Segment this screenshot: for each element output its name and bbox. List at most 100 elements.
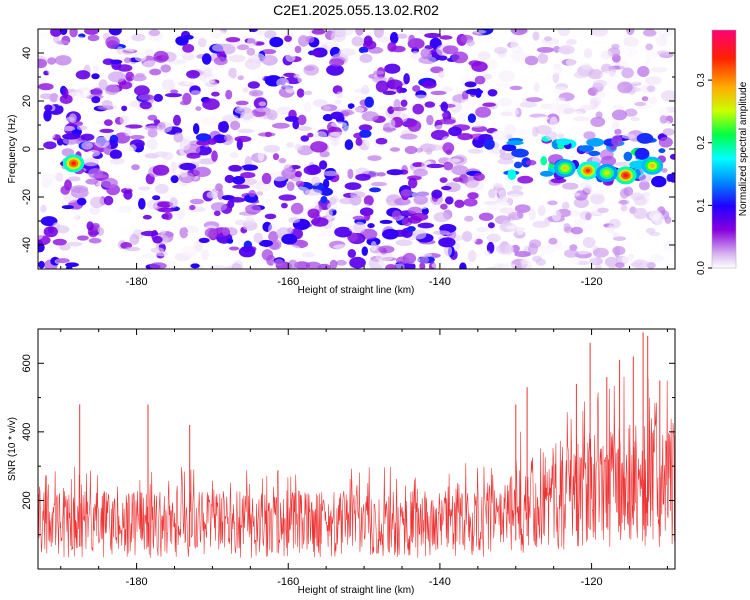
heatmap-blob	[359, 129, 372, 138]
heatmap-blob	[256, 29, 265, 36]
heatmap-blob	[373, 70, 385, 75]
heatmap-blob	[412, 229, 427, 240]
heatmap-blob	[464, 67, 473, 78]
heatmap-blob	[386, 169, 404, 176]
heatmap-blob	[202, 98, 220, 110]
heatmap-blob	[330, 139, 340, 147]
heatmap-blob	[452, 177, 463, 182]
heatmap-blob	[487, 203, 500, 211]
heatmap-blob	[536, 46, 555, 53]
heatmap-blob	[83, 89, 91, 98]
heatmap-blob	[615, 262, 625, 269]
heatmap-blob	[382, 228, 399, 240]
colorbar-tick-label: 0.1	[696, 198, 707, 212]
heatmap-blob	[170, 89, 179, 94]
heatmap-blob	[213, 210, 221, 216]
heatmap-blob	[628, 39, 639, 45]
heatmap-blob	[336, 91, 344, 99]
heatmap-blob	[617, 81, 633, 94]
heatmap-blob	[545, 131, 558, 141]
heatmap-blob	[557, 29, 571, 36]
heatmap-blob	[473, 29, 487, 34]
heatmap-blob	[474, 75, 486, 85]
heatmap-blob	[226, 238, 234, 244]
heatmap-blob	[294, 261, 311, 269]
heatmap-blob	[544, 36, 552, 42]
heatmap-blob	[631, 259, 649, 269]
heatmap-blob	[419, 256, 430, 264]
heatmap-blob	[147, 199, 159, 210]
heatmap-blob	[272, 153, 280, 161]
heatmap-blob	[41, 173, 56, 182]
heatmap-blob	[193, 123, 200, 135]
heatmap-blob	[261, 49, 277, 55]
heatmap-blob	[499, 152, 516, 160]
heatmap-blob	[210, 265, 227, 269]
heatmap-blob	[333, 244, 350, 250]
heatmap-blob	[349, 256, 366, 269]
heatmap-blob	[600, 70, 617, 81]
heatmap-blob	[330, 111, 344, 120]
snr-ticks: -180 -160 -140 -120 200 400 600	[21, 328, 675, 588]
heatmap-blob	[54, 55, 72, 66]
heatmap-blob	[84, 29, 99, 35]
heatmap-blob	[581, 63, 592, 70]
heatmap-blob	[322, 178, 330, 189]
heatmap-blob	[153, 50, 169, 63]
heatmap-blob	[573, 71, 589, 79]
heatmap-blob	[43, 226, 58, 238]
heatmap-blob	[579, 104, 597, 111]
heatmap-blob	[468, 148, 484, 154]
heatmap-blob	[184, 225, 199, 234]
heatmap-blob	[234, 135, 252, 143]
heatmap-blob	[583, 48, 593, 59]
heatmap-blob	[449, 101, 463, 113]
heatmap-blob	[614, 128, 622, 135]
heatmap-blob	[187, 231, 197, 236]
heatmap-blob	[466, 39, 475, 47]
heatmap-blob	[157, 207, 175, 213]
heatmap-blob	[124, 127, 132, 137]
heatmap-blob	[417, 222, 434, 229]
heatmap-blob	[497, 158, 514, 165]
heatmap-blob	[352, 215, 366, 221]
heatmap-blob	[408, 34, 416, 45]
heatmap-blob	[488, 188, 496, 199]
heatmap-blob	[466, 180, 485, 191]
heatmap-blob	[180, 170, 188, 178]
heatmap-blob	[445, 196, 454, 205]
heatmap-blob	[283, 72, 297, 77]
x-tick-label: -120	[581, 276, 603, 288]
heatmap-blob	[440, 203, 448, 210]
heatmap-blob	[38, 83, 54, 91]
heatmap-blob	[554, 97, 566, 102]
y-tick-label: 400	[21, 423, 33, 441]
heatmap-blob	[137, 94, 155, 101]
heatmap-blob	[438, 70, 445, 79]
heatmap-blob	[92, 174, 108, 179]
heatmap-blob	[377, 36, 390, 43]
heatmap-blob	[432, 230, 451, 235]
heatmap-blob	[540, 156, 548, 166]
heatmap-blob	[222, 114, 240, 123]
heatmap-blob	[326, 64, 344, 76]
heatmap-blob	[109, 59, 123, 65]
heatmap-blob	[514, 251, 531, 258]
heatmap-blob	[284, 35, 292, 42]
heatmap-blob	[347, 103, 355, 109]
heatmap-blob	[353, 221, 366, 233]
heatmap-blob	[169, 197, 178, 209]
heatmap-blob	[508, 193, 523, 200]
heatmap-blob	[162, 79, 176, 91]
heatmap-blob	[322, 170, 339, 177]
heatmap-blob	[200, 116, 219, 126]
heatmap-blob	[117, 64, 133, 72]
heatmap-blob	[645, 43, 654, 51]
heatmap-blob	[206, 191, 218, 199]
heatmap-blob	[595, 111, 603, 119]
heatmap-blob	[138, 198, 146, 210]
heatmap-blob	[367, 223, 375, 229]
heatmap-blob	[123, 57, 132, 64]
heatmap-blob	[108, 29, 122, 36]
heatmap-blob	[588, 258, 597, 265]
